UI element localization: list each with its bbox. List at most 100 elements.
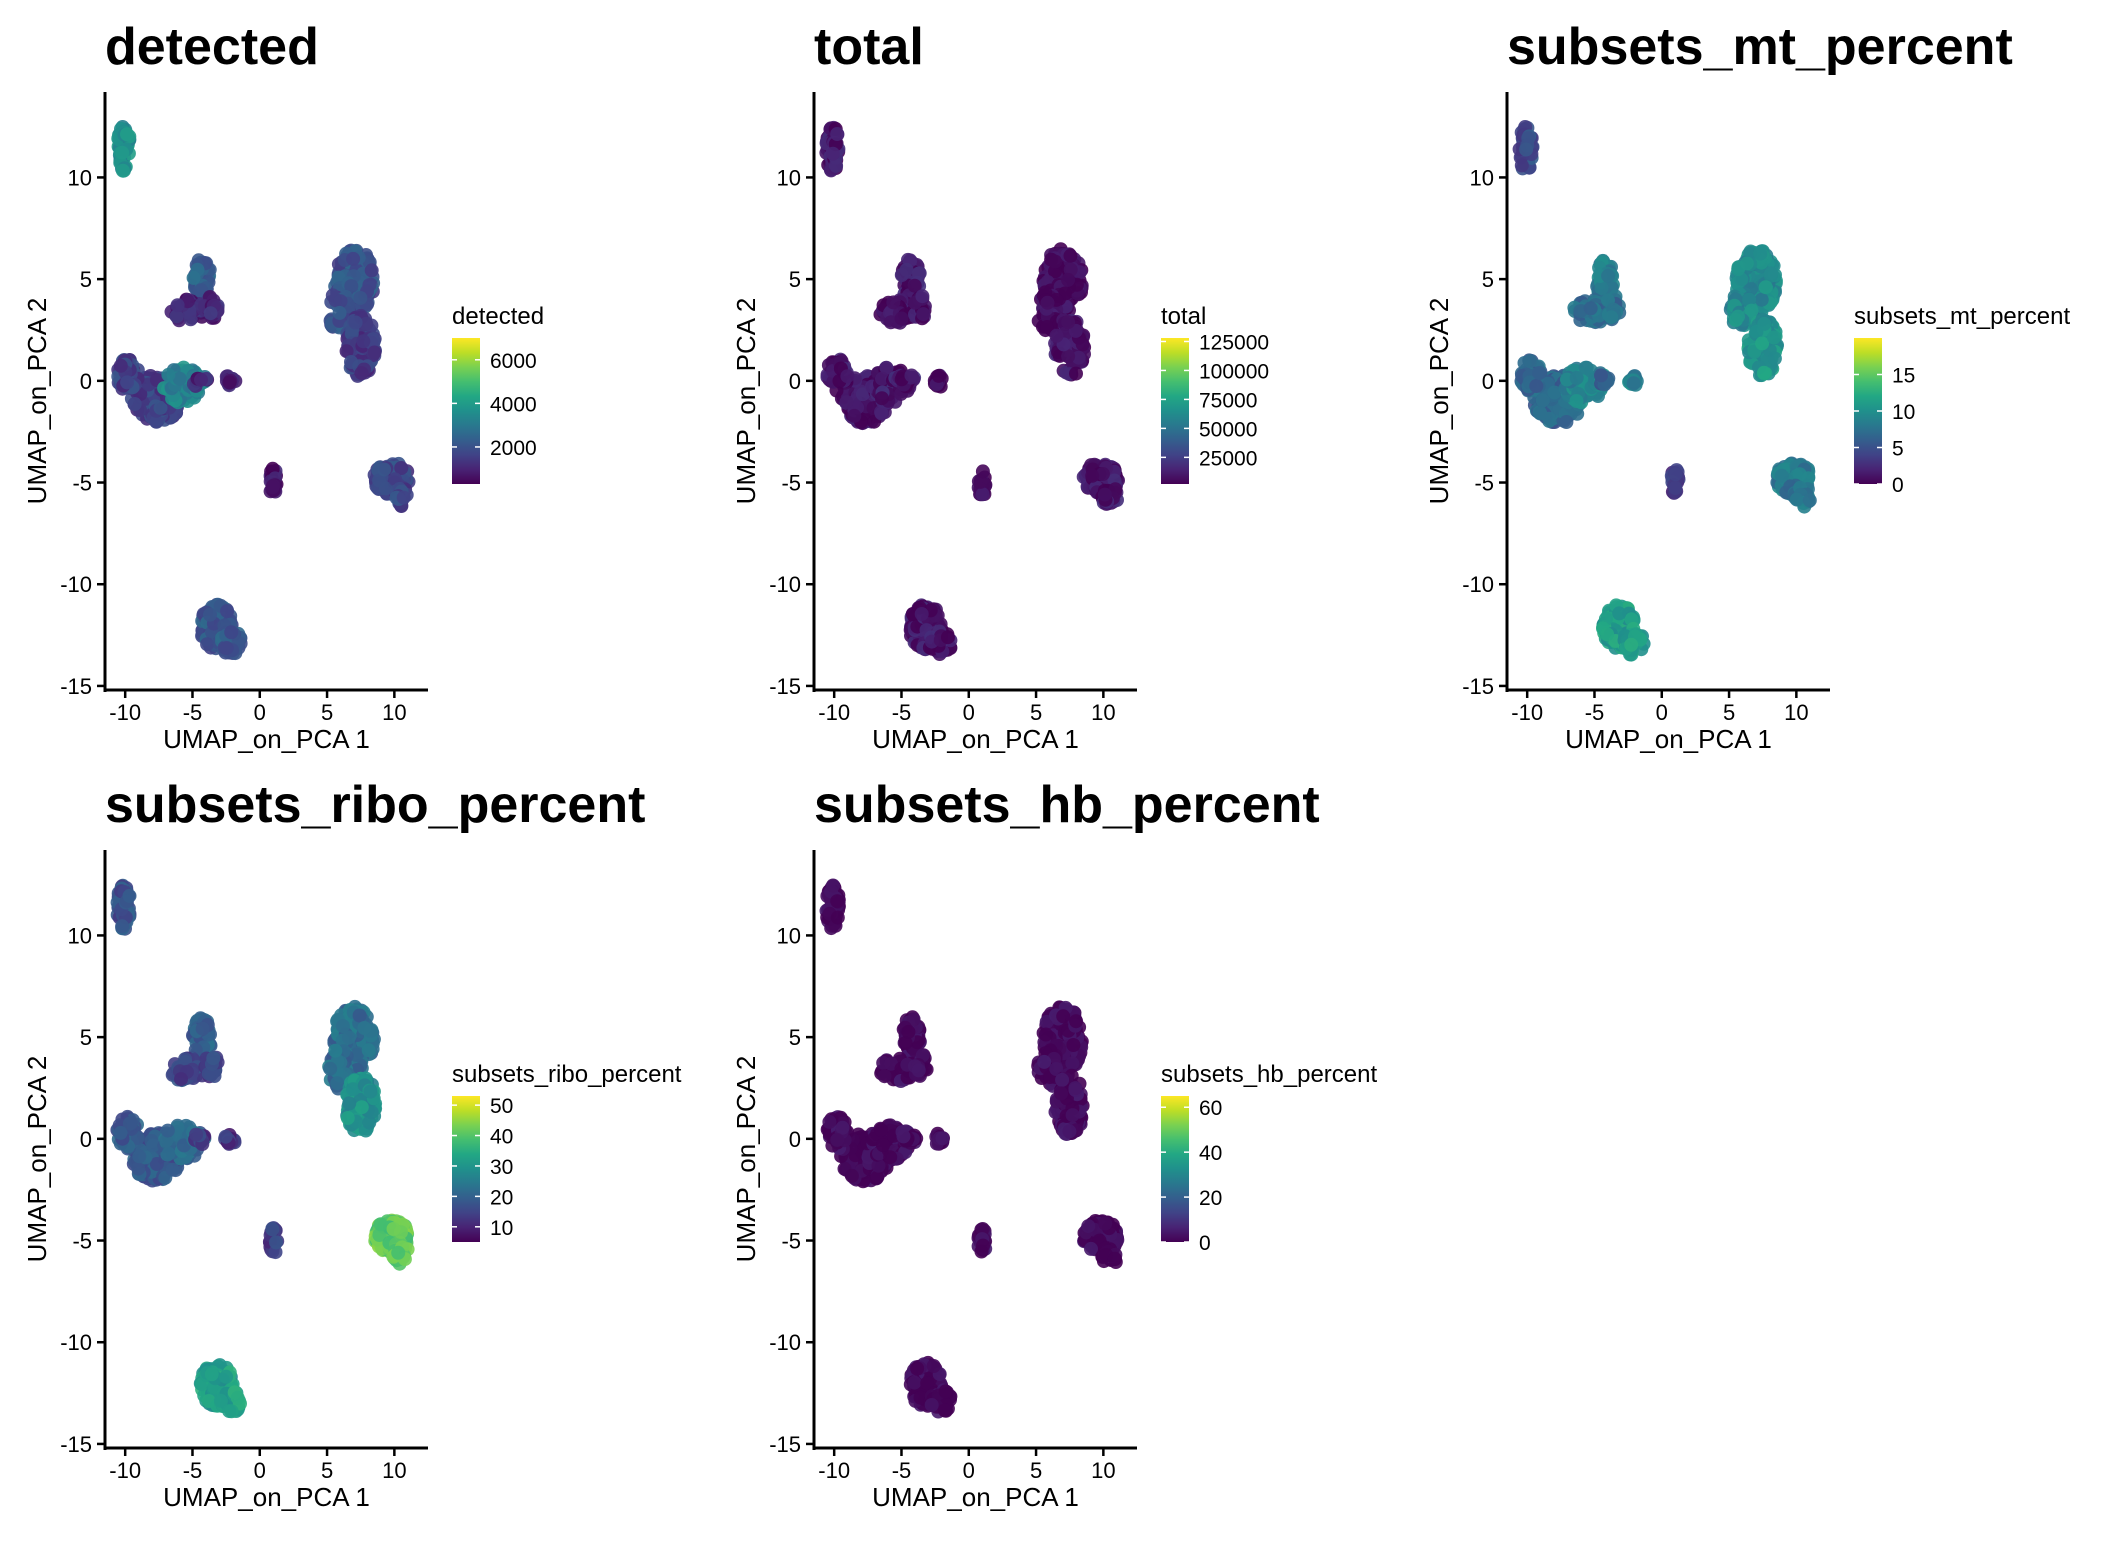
data-point [1041, 296, 1055, 310]
y-tick-label: 5 [789, 267, 801, 292]
data-point [1790, 493, 1804, 507]
data-point [1731, 310, 1745, 324]
y-tick-label: 0 [80, 1127, 92, 1152]
points-layer [820, 879, 1125, 1419]
data-point [1594, 368, 1608, 382]
data-point [120, 375, 134, 389]
data-point [206, 1051, 220, 1065]
data-point [330, 1076, 344, 1090]
data-point [387, 1222, 401, 1236]
data-point [1595, 281, 1609, 295]
data-point [116, 164, 130, 178]
x-tick-label: 0 [963, 700, 975, 725]
data-point [878, 1069, 892, 1083]
y-tick-label: -15 [769, 674, 801, 699]
data-point [830, 127, 844, 141]
data-point [1085, 469, 1099, 483]
data-point [826, 879, 840, 893]
data-point [374, 1217, 388, 1231]
legend-tick-label: 50000 [1199, 418, 1257, 441]
data-point [365, 263, 379, 277]
chart-title: subsets_hb_percent [814, 776, 1320, 834]
data-point [1775, 469, 1789, 483]
data-point [266, 480, 280, 494]
data-point [397, 491, 411, 505]
data-point [1600, 627, 1614, 641]
data-point [219, 1370, 233, 1384]
x-axis-label: UMAP_on_PCA 1 [872, 724, 1079, 754]
data-point [1570, 394, 1584, 408]
data-point [1803, 493, 1817, 507]
y-tick-label: -15 [60, 674, 92, 699]
x-tick-label: 5 [1723, 700, 1735, 725]
data-point [1759, 280, 1773, 294]
data-point [123, 889, 137, 903]
data-point [357, 1021, 371, 1035]
chart-title: subsets_mt_percent [1507, 18, 2013, 76]
data-point [1627, 376, 1641, 390]
y-tick-label: 10 [68, 923, 92, 948]
legend-title: detected [452, 303, 544, 330]
data-point [355, 1100, 369, 1114]
data-point [1740, 256, 1754, 270]
data-point [231, 1391, 245, 1405]
data-point [915, 607, 929, 621]
y-tick-label: -15 [60, 1432, 92, 1457]
data-point [196, 1022, 210, 1036]
data-point [353, 291, 367, 305]
data-point [362, 1043, 376, 1057]
legend-title: subsets_mt_percent [1854, 303, 2070, 330]
x-tick-label: 10 [1784, 700, 1808, 725]
y-tick-label: 0 [80, 369, 92, 394]
data-point [1624, 638, 1638, 652]
data-point [333, 306, 347, 320]
legend-title: subsets_ribo_percent [452, 1061, 682, 1088]
data-point [1532, 366, 1546, 380]
points-layer [111, 120, 415, 660]
data-point [341, 1111, 355, 1125]
x-tick-label: -5 [892, 700, 912, 725]
data-point [349, 316, 363, 330]
x-tick-label: -5 [183, 1458, 203, 1483]
legend-tick-label: 5 [1892, 438, 1904, 461]
data-point [886, 295, 900, 309]
y-tick-label: 0 [1482, 369, 1494, 394]
data-point [1668, 481, 1682, 495]
y-tick-label: -5 [781, 471, 801, 496]
data-point [1519, 143, 1533, 157]
data-point [1048, 255, 1062, 269]
points-layer [819, 121, 1125, 661]
data-point [223, 376, 237, 390]
data-point [1570, 371, 1584, 385]
data-point [391, 1246, 405, 1260]
y-tick-label: 5 [80, 267, 92, 292]
data-point [342, 1031, 356, 1045]
data-point [328, 1044, 342, 1058]
data-point [323, 1062, 337, 1076]
data-point [353, 1009, 367, 1023]
x-tick-label: 0 [1656, 700, 1668, 725]
data-point [1098, 488, 1112, 502]
data-point [1536, 394, 1550, 408]
y-tick-label: -5 [72, 1229, 92, 1254]
data-point [114, 359, 128, 373]
x-tick-label: 5 [321, 700, 333, 725]
data-point [895, 268, 909, 282]
data-point [128, 397, 142, 411]
data-point [377, 463, 391, 477]
legend-tick-label: 10 [1892, 401, 1915, 424]
data-point [219, 1130, 233, 1144]
data-point [367, 346, 381, 360]
data-point [1533, 407, 1547, 421]
data-point [1604, 310, 1618, 324]
x-axis-label: UMAP_on_PCA 1 [163, 724, 370, 754]
data-point [839, 395, 853, 409]
data-point [265, 1222, 279, 1236]
legend-tick-label: 40 [490, 1126, 513, 1149]
chart-title: detected [105, 18, 319, 76]
